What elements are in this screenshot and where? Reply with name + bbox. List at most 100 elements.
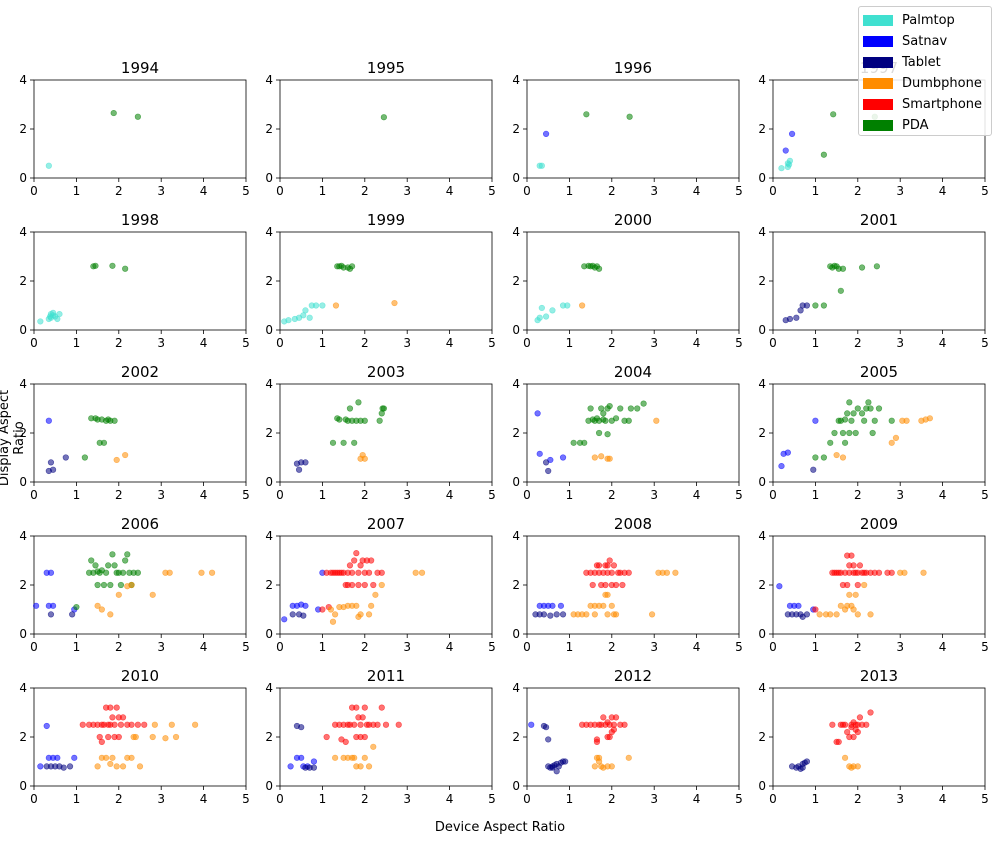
point-smartphone xyxy=(863,721,870,728)
point-pda xyxy=(627,405,634,412)
point-pda xyxy=(593,263,601,270)
point-satnav xyxy=(542,130,550,137)
point-dumbphone xyxy=(151,721,158,728)
point-dumbphone xyxy=(332,611,339,618)
y-tick-label: 2 xyxy=(265,426,273,440)
point-dumbphone xyxy=(372,591,379,598)
point-tablet xyxy=(295,466,303,473)
point-dumbphone xyxy=(598,453,605,460)
point-dumbphone xyxy=(591,611,598,618)
point-smartphone xyxy=(98,738,105,746)
point-dumbphone xyxy=(604,611,611,618)
y-tick-label: 2 xyxy=(265,730,273,744)
point-pda xyxy=(107,581,114,589)
panel-frame xyxy=(279,383,493,483)
point-dumbphone xyxy=(113,456,120,464)
point-dumbphone xyxy=(107,760,114,768)
point-smartphone xyxy=(848,552,855,559)
point-pda xyxy=(812,454,819,461)
x-tick-label: 3 xyxy=(896,792,904,806)
point-dumbphone xyxy=(128,754,135,761)
x-tick-label: 2 xyxy=(854,488,862,502)
x-tick-label: 0 xyxy=(523,336,531,350)
point-smartphone xyxy=(109,714,116,721)
x-tick-label: 1 xyxy=(812,792,820,806)
x-tick-label: 2 xyxy=(115,336,123,350)
y-tick-label: 0 xyxy=(758,475,766,489)
point-smartphone xyxy=(361,704,368,711)
x-tick-label: 1 xyxy=(73,488,81,502)
legend-item-dumbphone: Dumbphone xyxy=(863,73,991,94)
y-tick-label: 0 xyxy=(265,779,273,793)
x-tick-label: 5 xyxy=(488,488,496,502)
y-tick-label: 2 xyxy=(265,274,273,288)
point-smartphone xyxy=(395,721,402,728)
point-smartphone xyxy=(604,733,611,741)
x-tick-label: 4 xyxy=(693,184,701,198)
point-pda xyxy=(861,417,868,424)
point-pda xyxy=(105,562,112,569)
point-dumbphone xyxy=(663,569,671,576)
x-tick-label: 2 xyxy=(361,488,369,502)
point-dumbphone xyxy=(625,754,632,761)
point-palmtop xyxy=(306,314,313,321)
x-tick-label: 4 xyxy=(939,488,947,502)
point-smartphone xyxy=(357,733,364,741)
point-smartphone xyxy=(608,581,615,589)
point-dumbphone xyxy=(418,569,426,576)
x-tick-label: 3 xyxy=(157,640,165,654)
point-palmtop xyxy=(302,307,309,314)
point-smartphone xyxy=(612,714,620,721)
y-tick-label: 2 xyxy=(19,578,27,592)
x-tick-label: 4 xyxy=(446,184,454,198)
point-pda xyxy=(841,439,849,446)
point-dumbphone xyxy=(109,754,116,761)
point-satnav xyxy=(71,754,78,761)
point-smartphone xyxy=(854,728,861,736)
point-smartphone xyxy=(841,721,849,728)
x-tick-label: 3 xyxy=(157,184,165,198)
point-smartphone xyxy=(854,581,861,589)
point-dumbphone xyxy=(332,302,340,309)
point-pda xyxy=(846,429,853,437)
legend-swatch xyxy=(863,36,893,47)
y-tick-label: 0 xyxy=(512,323,520,337)
point-pda xyxy=(376,417,383,424)
legend: Palmtop Satnav Tablet Dumbphone Smartphone PD… xyxy=(858,6,992,136)
point-dumbphone xyxy=(119,763,127,770)
x-tick-label: 5 xyxy=(981,336,989,350)
point-tablet xyxy=(803,302,811,309)
x-tick-label: 1 xyxy=(319,336,327,350)
point-dumbphone xyxy=(901,569,908,576)
point-pda xyxy=(111,417,118,424)
point-pda xyxy=(88,557,95,564)
y-tick-label: 2 xyxy=(19,274,27,288)
legend-label: Satnav xyxy=(902,34,948,49)
point-tablet xyxy=(298,724,305,731)
y-tick-label: 0 xyxy=(265,627,273,641)
point-satnav xyxy=(528,721,535,728)
point-pda xyxy=(340,439,347,446)
legend-item-smartphone: Smartphone xyxy=(863,94,991,115)
panel-title: 2004 xyxy=(614,363,652,381)
point-dumbphone xyxy=(816,611,823,618)
legend-label: PDA xyxy=(902,118,929,133)
point-dumbphone xyxy=(583,611,590,618)
point-pda xyxy=(111,562,118,569)
point-satnav xyxy=(33,602,40,609)
point-satnav xyxy=(812,417,819,424)
point-smartphone xyxy=(342,738,349,746)
x-tick-label: 0 xyxy=(30,488,38,502)
panel-title: 2007 xyxy=(367,515,405,533)
y-tick-label: 0 xyxy=(758,627,766,641)
point-tablet xyxy=(553,768,560,775)
panel-title: 2009 xyxy=(860,515,898,533)
panel-2008: 2008 0 1 2 3 4 5 0 2 4 xyxy=(512,515,742,654)
point-satnav xyxy=(782,147,789,154)
x-tick-label: 3 xyxy=(650,792,658,806)
point-pda xyxy=(81,454,88,461)
x-tick-label: 3 xyxy=(403,792,411,806)
point-satnav xyxy=(788,130,796,137)
y-tick-label: 2 xyxy=(512,578,520,592)
